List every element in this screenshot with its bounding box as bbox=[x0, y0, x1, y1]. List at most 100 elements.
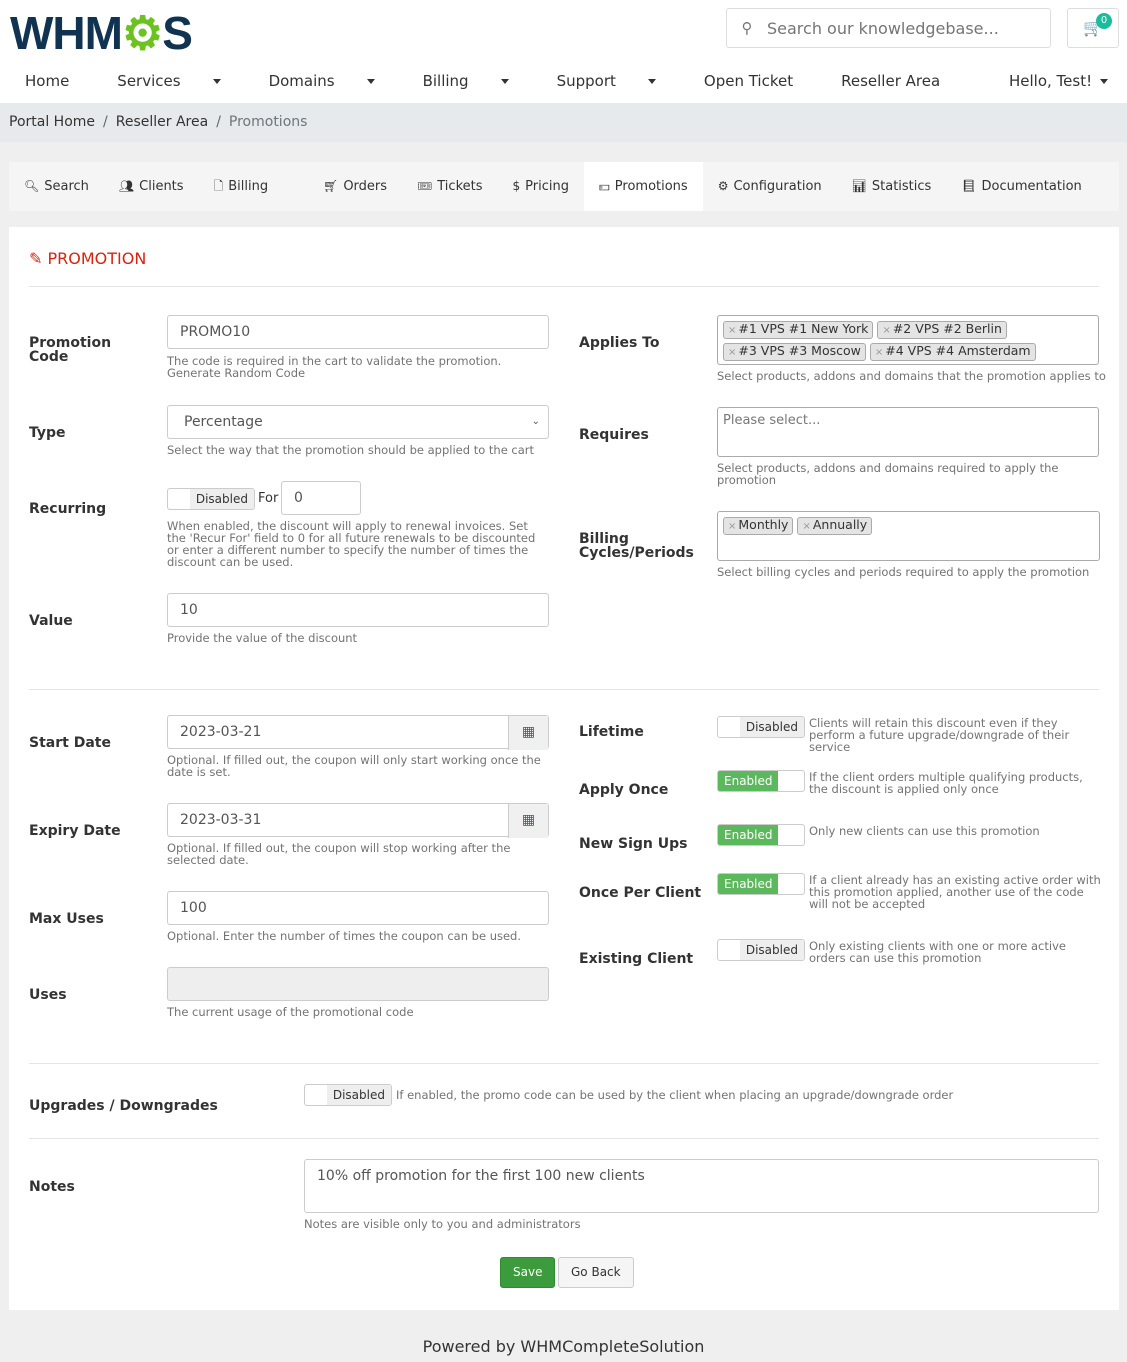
value-input[interactable]: 10 bbox=[167, 593, 549, 627]
notes-textarea[interactable]: 10% off promotion for the first 100 new … bbox=[304, 1159, 1099, 1213]
existing-client-help: Only existing clients with one or more a… bbox=[809, 939, 1066, 965]
type-help: Select the way that the promotion should… bbox=[167, 443, 535, 457]
start-date-help: Optional. If filled out, the coupon will… bbox=[167, 753, 541, 779]
max-uses-input[interactable]: 100 bbox=[167, 891, 549, 925]
promo-code-label: Promotion Code bbox=[29, 335, 112, 365]
tab-statistics[interactable]: 📊︎ Statistics bbox=[851, 179, 932, 194]
applies-to-label: Applies To bbox=[579, 335, 660, 351]
billing-cycles-select[interactable]: × Monthly × Annually bbox=[717, 511, 1100, 561]
caret-down-icon bbox=[500, 79, 509, 84]
knowledgebase-search[interactable]: ⚲ bbox=[726, 8, 1051, 48]
nav-reseller-area[interactable]: Reseller Area bbox=[841, 72, 941, 90]
reseller-tabs: 🔍︎ Search 👥︎ Clients 🗋 Billing 🛒︎ Orders 🎟︎ Ticke… bbox=[9, 162, 1119, 211]
uses-label: Uses bbox=[29, 987, 67, 1003]
breadcrumb-portal-home[interactable]: Portal Home bbox=[9, 114, 96, 130]
once-per-client-toggle[interactable]: Enabled bbox=[717, 873, 805, 895]
remove-icon[interactable]: × bbox=[802, 521, 811, 532]
billing-cycles-label: Billing Cycles/Periods bbox=[579, 531, 694, 561]
selected-tag[interactable]: × #2 VPS #2 Berlin bbox=[877, 321, 1007, 339]
nav-home[interactable]: Home bbox=[25, 72, 70, 90]
divider bbox=[29, 1063, 1099, 1064]
user-menu[interactable]: Hello, Test! bbox=[1009, 72, 1109, 90]
promotion-form: ✎ PROMOTION Promotion Code PROMO10 The c… bbox=[9, 227, 1119, 1310]
type-label: Type bbox=[29, 425, 66, 441]
start-date-label: Start Date bbox=[29, 735, 111, 751]
selected-tag[interactable]: × #1 VPS #1 New York bbox=[723, 321, 874, 339]
upgrades-help: If enabled, the promo code can be used b… bbox=[396, 1088, 954, 1102]
apply-once-help: If the client orders multiple qualifying… bbox=[809, 770, 1083, 796]
book-icon: 📘︎ bbox=[961, 179, 977, 193]
start-date-input[interactable]: 2023-03-21 ▦ bbox=[167, 715, 549, 750]
breadcrumb-reseller-area[interactable]: Reseller Area bbox=[115, 114, 209, 130]
go-back-button[interactable]: Go Back bbox=[558, 1257, 634, 1288]
lifetime-help: Clients will retain this discount even i… bbox=[809, 716, 1070, 754]
recur-for-input[interactable]: 0 bbox=[281, 481, 361, 515]
tab-pricing[interactable]: $ Pricing bbox=[512, 179, 569, 194]
caret-down-icon bbox=[212, 79, 221, 84]
nav-services[interactable]: Services bbox=[117, 72, 244, 90]
existing-client-label: Existing Client bbox=[579, 951, 694, 967]
selected-tag[interactable]: × Monthly bbox=[723, 517, 794, 535]
breadcrumb-current: Promotions bbox=[228, 114, 308, 130]
calendar-icon[interactable]: ▦ bbox=[508, 716, 548, 750]
search-input[interactable] bbox=[767, 18, 1037, 38]
remove-icon[interactable]: × bbox=[874, 347, 884, 358]
cart-count: 0 bbox=[1096, 13, 1112, 29]
caret-down-icon bbox=[366, 79, 375, 84]
upgrades-toggle[interactable]: Disabled bbox=[304, 1084, 392, 1106]
promo-code-input[interactable]: PROMO10 bbox=[167, 315, 549, 349]
applies-to-select[interactable]: × #1 VPS #1 New York × #2 VPS #2 Berlin × #3 … bbox=[717, 315, 1099, 365]
notes-label: Notes bbox=[29, 1179, 75, 1195]
logo[interactable]: WHM⚙S bbox=[10, 7, 193, 59]
value-label: Value bbox=[29, 613, 73, 629]
footer-powered-by: Powered by WHMCompleteSolution bbox=[422, 1337, 705, 1356]
billing-cycles-help: Select billing cycles and periods requir… bbox=[717, 565, 1090, 579]
once-per-client-help: If a client already has an existing acti… bbox=[809, 873, 1101, 911]
caret-down-icon bbox=[1100, 79, 1109, 84]
cart-button[interactable]: 🛒 0 bbox=[1067, 8, 1119, 48]
tab-tickets[interactable]: 🎟︎ Tickets bbox=[417, 179, 483, 194]
tab-orders[interactable]: 🛒︎ Orders bbox=[323, 179, 388, 194]
promo-code-help: The code is required in the cart to vali… bbox=[167, 354, 502, 380]
lifetime-toggle[interactable]: Disabled bbox=[717, 716, 805, 738]
remove-icon[interactable]: × bbox=[728, 347, 737, 358]
new-signups-toggle[interactable]: Enabled bbox=[717, 824, 805, 846]
max-uses-label: Max Uses bbox=[29, 911, 104, 927]
selected-tag[interactable]: × Annually bbox=[797, 517, 873, 535]
recurring-help: When enabled, the discount will apply to… bbox=[167, 519, 536, 569]
recurring-toggle[interactable]: Disabled bbox=[167, 488, 255, 510]
expiry-date-label: Expiry Date bbox=[29, 823, 121, 839]
type-select[interactable]: Percentage ⌄ bbox=[167, 405, 549, 439]
nav-domains[interactable]: Domains bbox=[269, 72, 399, 90]
header: WHM⚙S ⚲ 🛒0 Home Services Domains Billing Sup… bbox=[0, 0, 1127, 103]
tab-documentation[interactable]: 📘︎ Documentation bbox=[961, 179, 1082, 194]
remove-icon[interactable]: × bbox=[882, 325, 891, 336]
calendar-icon[interactable]: ▦ bbox=[508, 804, 548, 838]
file-icon: 🗋 bbox=[213, 179, 224, 193]
nav-support[interactable]: Support bbox=[557, 72, 680, 90]
save-button[interactable]: Save bbox=[500, 1257, 556, 1288]
remove-icon[interactable]: × bbox=[728, 521, 737, 532]
search-icon: 🔍︎ bbox=[24, 179, 40, 193]
tab-billing[interactable]: 🗋 Billing bbox=[213, 179, 269, 194]
selected-tag[interactable]: × #4 VPS #4 Amsterdam bbox=[869, 343, 1036, 361]
remove-icon[interactable]: × bbox=[728, 325, 737, 336]
tab-promotions[interactable]: 💵︎ Promotions bbox=[583, 162, 703, 211]
tab-search[interactable]: 🔍︎ Search bbox=[24, 179, 89, 194]
nav-open-ticket[interactable]: Open Ticket bbox=[703, 72, 794, 90]
requires-select[interactable]: Please select... bbox=[717, 407, 1099, 457]
apply-once-toggle[interactable]: Enabled bbox=[717, 770, 805, 792]
expiry-date-input[interactable]: 2023-03-31 ▦ bbox=[167, 803, 549, 838]
money-icon: 💵︎ bbox=[598, 179, 610, 193]
existing-client-toggle[interactable]: Disabled bbox=[717, 939, 805, 961]
tab-configuration[interactable]: ⚙ Configuration bbox=[717, 179, 822, 194]
max-uses-help: Optional. Enter the number of times the … bbox=[167, 929, 522, 943]
nav-billing[interactable]: Billing bbox=[423, 72, 533, 90]
chevron-down-icon: ⌄ bbox=[531, 416, 540, 427]
requires-label: Requires bbox=[579, 427, 649, 443]
value-help: Provide the value of the discount bbox=[167, 631, 358, 645]
new-signups-label: New Sign Ups bbox=[579, 836, 688, 852]
tab-clients[interactable]: 👥︎ Clients bbox=[118, 179, 184, 194]
selected-tag[interactable]: × #3 VPS #3 Moscow bbox=[723, 343, 866, 361]
gear-icon: ⚙ bbox=[121, 7, 163, 59]
